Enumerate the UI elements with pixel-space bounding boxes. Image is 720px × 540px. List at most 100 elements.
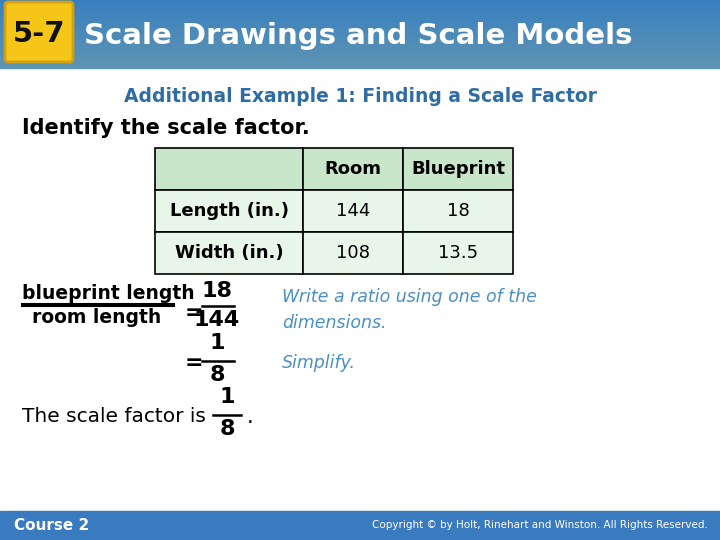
Text: blueprint length: blueprint length [22, 284, 194, 303]
Bar [0, 57, 720, 58]
Bar [0, 64, 720, 65]
Bar [0, 50, 720, 51]
Bar [0, 49, 720, 50]
Text: 18: 18 [202, 281, 233, 301]
Bar [0, 40, 720, 41]
Text: Copyright © by Holt, Rinehart and Winston. All Rights Reserved.: Copyright © by Holt, Rinehart and Winsto… [372, 520, 708, 530]
Bar [0, 21, 720, 22]
Bar [0, 22, 720, 23]
FancyBboxPatch shape [5, 2, 73, 62]
Text: 1: 1 [220, 387, 235, 407]
Bar [0, 41, 720, 42]
Text: 108: 108 [336, 244, 370, 262]
Bar [155, 148, 303, 190]
Bar [0, 66, 720, 67]
Bar [0, 15, 720, 16]
Bar [0, 511, 720, 540]
Text: Identify the scale factor.: Identify the scale factor. [22, 118, 310, 138]
Text: Blueprint: Blueprint [411, 160, 505, 178]
Text: 1: 1 [210, 333, 225, 353]
Text: 8: 8 [210, 365, 225, 385]
Text: 18: 18 [446, 202, 469, 220]
Bar [0, 6, 720, 7]
Text: Length (in.): Length (in.) [169, 202, 289, 220]
Bar [155, 232, 303, 274]
Bar [0, 67, 720, 68]
Bar [0, 32, 720, 33]
Bar [0, 27, 720, 28]
Bar [0, 11, 720, 12]
Bar [0, 17, 720, 18]
Bar [0, 38, 720, 39]
Text: Write a ratio using one of the
dimensions.: Write a ratio using one of the dimension… [282, 288, 537, 332]
Bar [0, 18, 720, 19]
Bar [403, 148, 513, 190]
Bar [0, 58, 720, 59]
Bar [0, 14, 720, 15]
Bar [0, 56, 720, 57]
Bar [0, 12, 720, 13]
Text: =: = [185, 353, 204, 373]
Bar [303, 190, 403, 232]
Bar [403, 190, 513, 232]
Bar [0, 48, 720, 49]
Bar [0, 42, 720, 43]
Bar [0, 45, 720, 46]
Bar [0, 31, 720, 32]
Bar [0, 23, 720, 24]
Text: The scale factor is: The scale factor is [22, 408, 206, 427]
Bar [0, 29, 720, 30]
Bar [0, 54, 720, 55]
Text: =: = [185, 303, 204, 323]
Bar [0, 16, 720, 17]
Bar [303, 148, 403, 190]
Bar [0, 43, 720, 44]
Bar [0, 63, 720, 64]
Bar [0, 37, 720, 38]
Bar [0, 61, 720, 62]
Bar [0, 24, 720, 25]
Bar [0, 52, 720, 53]
Bar [0, 10, 720, 11]
Bar [0, 25, 720, 26]
Bar [0, 47, 720, 48]
Bar [0, 5, 720, 6]
Bar [0, 1, 720, 2]
Bar [0, 53, 720, 54]
Bar [0, 55, 720, 56]
Bar [0, 62, 720, 63]
Text: 13.5: 13.5 [438, 244, 478, 262]
Text: Course 2: Course 2 [14, 517, 89, 532]
Bar [0, 46, 720, 47]
Text: Additional Example 1: Finding a Scale Factor: Additional Example 1: Finding a Scale Fa… [124, 87, 596, 106]
Bar [0, 26, 720, 27]
Text: 144: 144 [336, 202, 370, 220]
Text: Width (in.): Width (in.) [175, 244, 283, 262]
Bar [0, 60, 720, 61]
Bar [0, 28, 720, 29]
Text: 8: 8 [220, 419, 235, 439]
Bar [0, 8, 720, 9]
Bar [155, 190, 303, 232]
Text: Room: Room [325, 160, 382, 178]
Bar [0, 44, 720, 45]
Text: 5-7: 5-7 [13, 20, 66, 48]
Bar [0, 68, 720, 512]
Bar [0, 2, 720, 3]
Bar [0, 65, 720, 66]
Bar [0, 36, 720, 37]
Bar [0, 0, 720, 1]
Bar [0, 30, 720, 31]
Bar [0, 39, 720, 40]
Bar [0, 33, 720, 34]
Bar [303, 232, 403, 274]
Bar [0, 3, 720, 4]
Text: .: . [247, 407, 253, 427]
Bar [0, 19, 720, 20]
Bar [403, 232, 513, 274]
Bar [0, 4, 720, 5]
Bar [0, 51, 720, 52]
Bar [0, 59, 720, 60]
Bar [0, 34, 720, 35]
Text: room length: room length [32, 308, 161, 327]
